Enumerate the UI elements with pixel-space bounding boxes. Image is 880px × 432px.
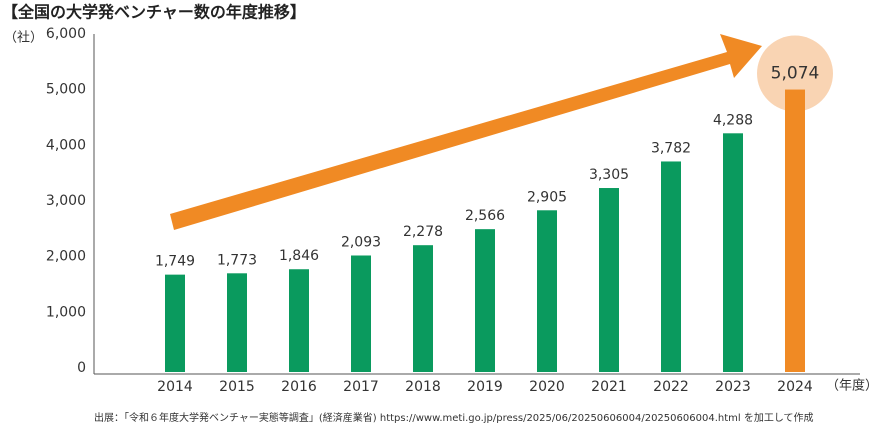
x-tick-label: 2016 bbox=[281, 379, 317, 395]
chart-title: 【全国の大学発ベンチャー数の年度推移】 bbox=[2, 3, 306, 22]
value-label: 3,305 bbox=[589, 167, 629, 183]
bar bbox=[599, 188, 619, 372]
x-tick-label: 2020 bbox=[529, 379, 565, 395]
y-tick-label: 2,000 bbox=[46, 249, 86, 265]
y-tick-label: 3,000 bbox=[46, 193, 86, 209]
value-label: 2,566 bbox=[465, 208, 505, 224]
y-tick-label: 1,000 bbox=[46, 304, 86, 320]
bar bbox=[475, 229, 495, 372]
x-tick-label: 2022 bbox=[653, 379, 689, 395]
x-tick-label: 2014 bbox=[157, 379, 193, 395]
y-unit: （社） bbox=[4, 30, 43, 46]
x-tick-label: 2017 bbox=[343, 379, 379, 395]
bar bbox=[413, 245, 433, 372]
x-tick-label: 2023 bbox=[715, 379, 751, 395]
source: 出展：「令和６年度大学発ベンチャー実態等調査」(経済産業省) https://w… bbox=[94, 411, 814, 424]
y-tick-label: 5,000 bbox=[46, 82, 86, 98]
bar bbox=[785, 89, 805, 372]
bar bbox=[723, 133, 743, 372]
value-label: 2,093 bbox=[341, 234, 381, 250]
bar bbox=[227, 273, 247, 372]
value-label: 2,905 bbox=[527, 189, 567, 205]
x-tick-label: 2015 bbox=[219, 379, 255, 395]
bar bbox=[165, 274, 185, 372]
bar bbox=[289, 269, 309, 372]
x-tick-label: 2019 bbox=[467, 379, 503, 395]
x-unit: （年度） bbox=[826, 378, 878, 394]
y-tick-label: 6,000 bbox=[46, 26, 86, 42]
value-label: 5,074 bbox=[771, 64, 820, 84]
value-label: 4,288 bbox=[713, 112, 753, 128]
bar bbox=[537, 210, 557, 372]
x-tick-label: 2018 bbox=[405, 379, 441, 395]
bar bbox=[351, 255, 371, 372]
value-label: 3,782 bbox=[651, 140, 691, 156]
y-tick-label: 0 bbox=[77, 360, 86, 376]
x-tick-label: 2024 bbox=[777, 379, 813, 395]
trend-arrow bbox=[170, 34, 762, 230]
value-label: 1,846 bbox=[279, 248, 319, 264]
x-tick-label: 2021 bbox=[591, 379, 627, 395]
value-label: 2,278 bbox=[403, 224, 443, 240]
highlight-circle bbox=[757, 35, 833, 112]
bar bbox=[661, 161, 681, 372]
value-label: 1,749 bbox=[155, 254, 195, 270]
y-tick-label: 4,000 bbox=[46, 137, 86, 153]
value-label: 1,773 bbox=[217, 252, 257, 268]
